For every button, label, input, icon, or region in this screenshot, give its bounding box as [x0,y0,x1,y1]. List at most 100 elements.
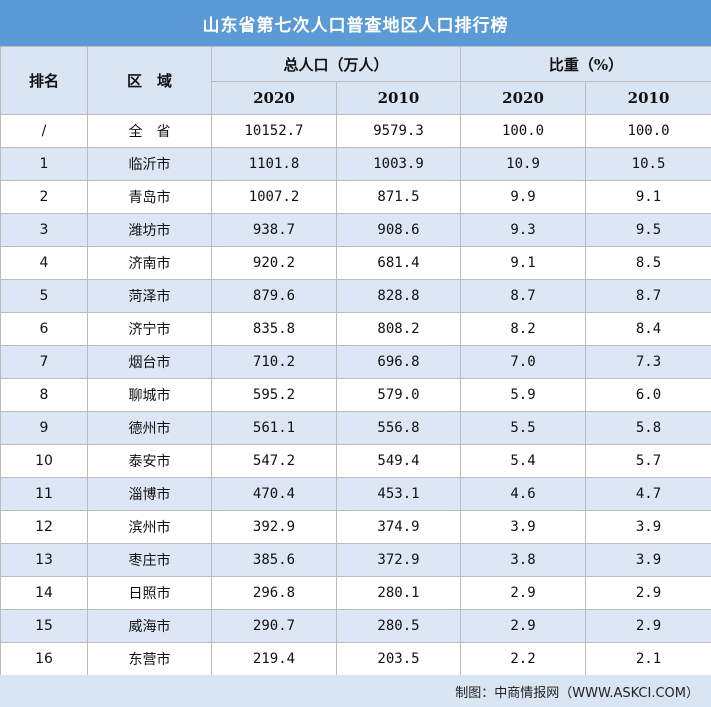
table-row: 12 滨州市 392.9 374.9 3.9 3.9 [0,510,711,544]
population-2010-cell: 556.8 [335,411,462,445]
population-2010-cell: 280.5 [335,609,462,643]
region-cell: 全 省 [87,114,212,148]
population-2020-cell: 1007.2 [211,180,337,214]
share-2020-cell: 5.4 [460,444,587,478]
share-2020-cell: 100.0 [460,114,587,148]
table-row: 1 临沂市 1101.8 1003.9 10.9 10.5 [0,147,711,181]
table-row: 13 枣庄市 385.6 372.9 3.8 3.9 [0,543,711,577]
table-row: 5 菏泽市 879.6 828.8 8.7 8.7 [0,279,711,313]
population-2020-cell: 392.9 [211,510,337,544]
rank-cell: 11 [0,477,88,511]
region-cell: 德州市 [87,411,212,445]
population-2010-cell: 828.8 [335,279,462,313]
region-cell: 菏泽市 [87,279,212,313]
region-cell: 滨州市 [87,510,212,544]
rank-cell: 15 [0,609,88,643]
region-cell: 青岛市 [87,180,212,214]
table-row: 7 烟台市 710.2 696.8 7.0 7.3 [0,345,711,379]
share-2010-cell: 2.1 [585,642,711,676]
share-2010-cell: 3.9 [585,543,711,577]
share-2010-cell: 2.9 [585,576,711,610]
rank-cell: 14 [0,576,88,610]
population-2020-cell: 10152.7 [211,114,337,148]
region-cell: 聊城市 [87,378,212,412]
population-2020-cell: 547.2 [211,444,337,478]
population-2010-cell: 808.2 [335,312,462,346]
population-2010-cell: 579.0 [335,378,462,412]
population-table: 排名 区 域 总人口（万人） 比重（%） 2020 2010 2020 2010… [0,46,711,676]
header-share-2010: 2010 [585,81,711,115]
region-cell: 淄博市 [87,477,212,511]
rank-cell: 13 [0,543,88,577]
share-2020-cell: 3.8 [460,543,587,577]
region-cell: 泰安市 [87,444,212,478]
rank-cell: 1 [0,147,88,181]
share-2010-cell: 5.8 [585,411,711,445]
table-row: 16 东营市 219.4 203.5 2.2 2.1 [0,642,711,676]
region-cell: 东营市 [87,642,212,676]
share-2010-cell: 9.5 [585,213,711,247]
population-2010-cell: 681.4 [335,246,462,280]
rank-cell: 12 [0,510,88,544]
header-region: 区 域 [87,46,212,115]
share-2010-cell: 7.3 [585,345,711,379]
region-cell: 烟台市 [87,345,212,379]
rank-cell: 6 [0,312,88,346]
table-row: 3 潍坊市 938.7 908.6 9.3 9.5 [0,213,711,247]
share-2010-cell: 10.5 [585,147,711,181]
region-cell: 威海市 [87,609,212,643]
population-2010-cell: 280.1 [335,576,462,610]
header-share-2020: 2020 [460,81,587,115]
share-2020-cell: 8.7 [460,279,587,313]
region-cell: 潍坊市 [87,213,212,247]
rank-cell: 8 [0,378,88,412]
share-2010-cell: 5.7 [585,444,711,478]
share-2010-cell: 2.9 [585,609,711,643]
table-row: 15 威海市 290.7 280.5 2.9 2.9 [0,609,711,643]
population-2010-cell: 1003.9 [335,147,462,181]
header-pop-2010: 2010 [335,81,462,115]
table-row: 14 日照市 296.8 280.1 2.9 2.9 [0,576,711,610]
population-2010-cell: 9579.3 [335,114,462,148]
rank-cell: 16 [0,642,88,676]
share-2010-cell: 4.7 [585,477,711,511]
share-2020-cell: 10.9 [460,147,587,181]
population-2020-cell: 710.2 [211,345,337,379]
population-2010-cell: 549.4 [335,444,462,478]
share-2020-cell: 8.2 [460,312,587,346]
rank-cell: 4 [0,246,88,280]
region-cell: 临沂市 [87,147,212,181]
share-2020-cell: 9.3 [460,213,587,247]
table-row: 6 济宁市 835.8 808.2 8.2 8.4 [0,312,711,346]
header-rank: 排名 [0,46,88,115]
population-2010-cell: 908.6 [335,213,462,247]
share-2010-cell: 6.0 [585,378,711,412]
header-share: 比重（%） [460,46,711,82]
rank-cell: / [0,114,88,148]
share-2010-cell: 8.5 [585,246,711,280]
table-body: / 全 省 10152.7 9579.3 100.0 100.0 1 临沂市 1101.8 100… [0,114,711,676]
population-2020-cell: 920.2 [211,246,337,280]
population-2020-cell: 595.2 [211,378,337,412]
population-2010-cell: 374.9 [335,510,462,544]
share-2010-cell: 9.1 [585,180,711,214]
share-2010-cell: 8.7 [585,279,711,313]
rank-cell: 7 [0,345,88,379]
population-2010-cell: 372.9 [335,543,462,577]
share-2020-cell: 9.1 [460,246,587,280]
table-row: 8 聊城市 595.2 579.0 5.9 6.0 [0,378,711,412]
population-2020-cell: 385.6 [211,543,337,577]
region-cell: 日照市 [87,576,212,610]
table-row: 2 青岛市 1007.2 871.5 9.9 9.1 [0,180,711,214]
rank-cell: 10 [0,444,88,478]
population-2020-cell: 938.7 [211,213,337,247]
share-2020-cell: 4.6 [460,477,587,511]
population-2020-cell: 219.4 [211,642,337,676]
population-2010-cell: 871.5 [335,180,462,214]
population-2010-cell: 203.5 [335,642,462,676]
table-row: / 全 省 10152.7 9579.3 100.0 100.0 [0,114,711,148]
population-2010-cell: 453.1 [335,477,462,511]
table-row: 10 泰安市 547.2 549.4 5.4 5.7 [0,444,711,478]
rank-cell: 5 [0,279,88,313]
